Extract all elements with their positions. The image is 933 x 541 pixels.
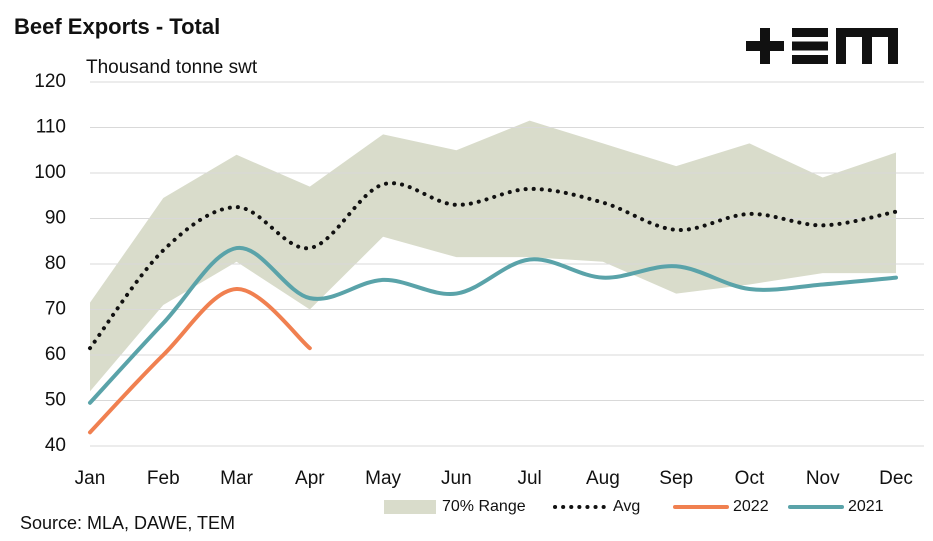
legend-label: 2022: [733, 498, 769, 515]
series-line: [88, 246, 898, 405]
x-tick-label: Apr: [295, 468, 325, 489]
y-tick-label: 60: [45, 344, 66, 365]
series-line: [88, 287, 312, 435]
legend-label: 2021: [848, 498, 884, 515]
x-tick-label: May: [365, 468, 401, 489]
y-tick-label: 110: [36, 117, 66, 138]
x-tick-label: Jul: [517, 468, 541, 489]
logo: [746, 28, 898, 64]
x-tick-label: Jun: [441, 468, 472, 489]
y-tick-label: 40: [45, 435, 66, 456]
x-tick-label: Jan: [75, 468, 106, 489]
x-tick-label: Nov: [806, 468, 840, 489]
y-tick-label: 90: [45, 208, 66, 229]
y-tick-label: 80: [45, 253, 66, 274]
y-tick-label: 70: [45, 299, 66, 320]
y-tick-label: 100: [34, 162, 66, 183]
range-band: [90, 120, 896, 392]
chart-title: Beef Exports - Total: [14, 14, 220, 39]
x-tick-label: Aug: [586, 468, 620, 489]
x-tick-label: Sep: [659, 468, 693, 489]
legend-label: Avg: [613, 498, 640, 515]
y-tick-label: 120: [34, 71, 66, 92]
axis-unit: Thousand tonne swt: [86, 57, 258, 78]
x-tick-label: Oct: [735, 468, 765, 489]
series-line: [88, 181, 898, 351]
legend-swatch: [384, 500, 436, 514]
x-tick-label: Mar: [220, 468, 253, 489]
y-tick-label: 50: [45, 390, 66, 411]
legend-label: 70% Range: [442, 498, 526, 515]
source: Source: MLA, DAWE, TEM: [20, 513, 235, 533]
x-tick-label: Dec: [879, 468, 913, 489]
x-tick-label: Feb: [147, 468, 180, 489]
